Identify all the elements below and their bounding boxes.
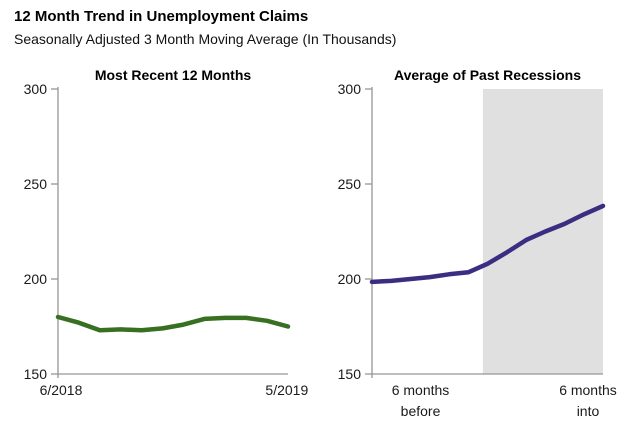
report-subtitle: Seasonally Adjusted 3 Month Moving Avera… bbox=[14, 31, 397, 47]
x-axis-label: 6 months into bbox=[559, 382, 617, 419]
y-tick-label: 200 bbox=[24, 271, 48, 287]
past-recessions-chart: 150 200 250 300 6 months before 6 months into bbox=[338, 81, 617, 419]
recent-12-months-chart: 150 200 250 300 6/2018 5/2019 bbox=[24, 81, 309, 398]
x-axis-label: 6/2018 bbox=[40, 382, 83, 398]
recent-12-months-chart-title: Most Recent 12 Months bbox=[94, 67, 252, 83]
past-recessions-average-line bbox=[369, 203, 606, 285]
past-recessions-chart-title: Average of Past Recessions bbox=[393, 67, 581, 83]
recent-claims-line bbox=[55, 314, 291, 333]
y-tick-label: 250 bbox=[338, 176, 362, 192]
y-tick-label: 300 bbox=[24, 81, 48, 97]
report-title: 12 Month Trend in Unemployment Claims bbox=[14, 8, 309, 25]
y-tick-label: 300 bbox=[338, 81, 362, 97]
x-axis-label: 6 months before bbox=[392, 382, 450, 419]
y-tick-label: 150 bbox=[24, 366, 48, 382]
y-tick-label: 200 bbox=[338, 271, 362, 287]
y-tick-label: 150 bbox=[338, 366, 362, 382]
y-tick-label: 250 bbox=[24, 176, 48, 192]
x-axis-label: 5/2019 bbox=[265, 382, 308, 398]
